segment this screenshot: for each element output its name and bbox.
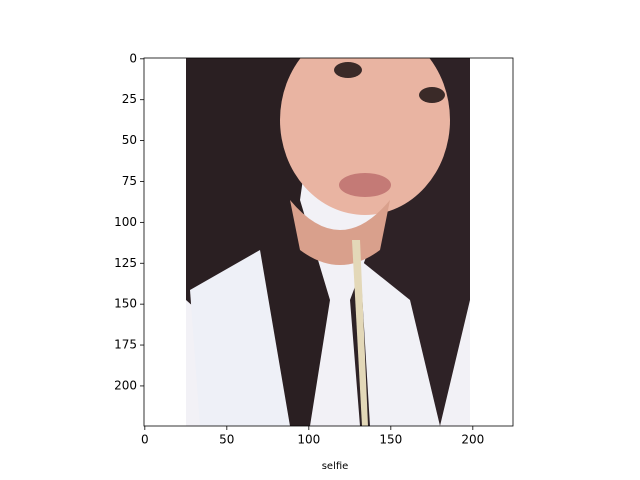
y-tick-label: 100 [114,215,137,229]
image [144,58,513,426]
y-tick-label: 125 [114,256,137,270]
x-tick-label: 100 [297,433,320,447]
axes-frame [143,57,514,427]
y-tick-label: 200 [114,378,137,392]
y-tick-label: 75 [122,174,137,188]
x-tick-label: 200 [461,433,484,447]
y-tick-label: 150 [114,297,137,311]
y-tick-label: 0 [129,51,137,65]
x-axis-label: selfie [322,461,349,472]
y-tick-label: 175 [114,338,137,352]
x-tick-label: 50 [219,433,234,447]
x-tick-label: 150 [379,433,402,447]
x-tick-label: 0 [141,433,149,447]
y-tick-label: 25 [122,92,137,106]
y-tick-label: 50 [122,133,137,147]
